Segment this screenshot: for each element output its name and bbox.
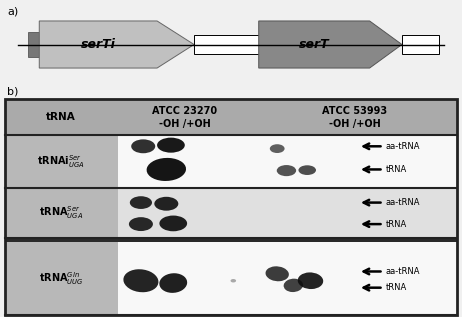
- Text: tRNA: tRNA: [386, 283, 407, 292]
- Ellipse shape: [130, 196, 152, 209]
- Text: tRNA: tRNA: [386, 165, 407, 174]
- Ellipse shape: [131, 139, 155, 153]
- Text: tRNA: tRNA: [46, 112, 76, 122]
- Text: tRNAi$^{Ser}_{UGA}$: tRNAi$^{Ser}_{UGA}$: [37, 153, 85, 170]
- Ellipse shape: [157, 138, 185, 153]
- Ellipse shape: [154, 197, 178, 211]
- Text: ATCC 23270: ATCC 23270: [152, 107, 217, 116]
- Text: tRNA$^{Gln}_{UUG}$: tRNA$^{Gln}_{UUG}$: [39, 270, 84, 287]
- Text: aa-tRNA: aa-tRNA: [386, 198, 420, 207]
- Ellipse shape: [284, 279, 303, 292]
- Bar: [118, 188, 457, 238]
- Ellipse shape: [123, 269, 158, 292]
- Text: aa-tRNA: aa-tRNA: [386, 142, 420, 151]
- Ellipse shape: [298, 272, 323, 289]
- Bar: [5, 238, 457, 242]
- Text: ATCC 53993: ATCC 53993: [322, 107, 387, 116]
- Ellipse shape: [266, 266, 289, 281]
- Ellipse shape: [298, 165, 316, 175]
- Polygon shape: [259, 21, 402, 68]
- Text: serT: serT: [299, 38, 329, 51]
- Text: serTi: serTi: [81, 38, 116, 51]
- Ellipse shape: [270, 144, 285, 153]
- Bar: [118, 242, 457, 315]
- Ellipse shape: [159, 216, 187, 231]
- Ellipse shape: [231, 279, 236, 282]
- Ellipse shape: [277, 165, 296, 176]
- Bar: [5, 135, 118, 188]
- Text: a): a): [7, 7, 18, 17]
- Bar: [194, 35, 259, 54]
- Bar: [118, 135, 457, 188]
- Text: tRNA: tRNA: [386, 220, 407, 229]
- Text: tRNA$^{Ser}_{UGA}$: tRNA$^{Ser}_{UGA}$: [39, 204, 84, 221]
- Text: -OH /+OH: -OH /+OH: [159, 119, 211, 129]
- Bar: [5, 100, 457, 135]
- Ellipse shape: [146, 158, 186, 181]
- Bar: [5, 188, 118, 238]
- Ellipse shape: [159, 273, 187, 293]
- Bar: [5, 242, 118, 315]
- Polygon shape: [39, 21, 194, 68]
- Text: -OH /+OH: -OH /+OH: [328, 119, 381, 129]
- Ellipse shape: [129, 217, 153, 231]
- Text: aa-tRNA: aa-tRNA: [386, 267, 420, 276]
- Bar: [402, 35, 439, 54]
- Text: b): b): [7, 87, 18, 97]
- Bar: [28, 32, 39, 57]
